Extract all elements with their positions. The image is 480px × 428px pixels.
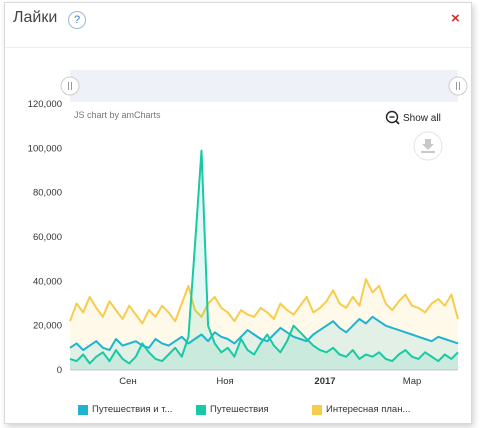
x-tick-label: Ноя xyxy=(216,376,233,387)
download-icon xyxy=(422,139,434,150)
scrollbar-handle-left[interactable] xyxy=(60,76,80,96)
zoom-out-icon[interactable] xyxy=(385,110,399,124)
scrollbar-track[interactable] xyxy=(70,70,458,102)
legend-label-3: Интересная план... xyxy=(326,404,411,415)
y-tick-label: 20,000 xyxy=(33,321,62,332)
y-tick-label: 60,000 xyxy=(33,232,62,243)
legend-swatch-3 xyxy=(312,404,322,415)
legend-swatch-2 xyxy=(196,404,206,415)
y-tick-label: 0 xyxy=(57,365,62,376)
widget-title: Лайки xyxy=(13,9,58,26)
close-icon[interactable]: × xyxy=(451,10,460,27)
show-all-button[interactable]: Show all xyxy=(403,113,441,124)
help-icon[interactable]: ? xyxy=(68,11,86,29)
header-divider xyxy=(5,47,471,48)
legend-label-1: Путешествия и т... xyxy=(92,404,173,415)
series-line-3 xyxy=(69,278,459,325)
y-tick-label: 120,000 xyxy=(28,99,62,110)
legend-item-1[interactable]: Путешествия и т... xyxy=(78,404,172,415)
series-line-2 xyxy=(69,149,459,365)
x-tick-label: Мар xyxy=(403,376,422,387)
x-tick-label: Сен xyxy=(119,376,136,387)
scrollbar-handle-right[interactable] xyxy=(448,76,468,96)
legend-item-2[interactable]: Путешествия xyxy=(196,404,269,415)
y-tick-label: 40,000 xyxy=(33,276,62,287)
legend-item-3[interactable]: Интересная план... xyxy=(312,404,410,415)
y-tick-label: 100,000 xyxy=(28,143,62,154)
legend-label-2: Путешествия xyxy=(210,404,269,415)
download-icon-base xyxy=(421,151,435,153)
y-tick-label: 80,000 xyxy=(33,188,62,199)
amcharts-credit: JS chart by amCharts xyxy=(74,110,161,120)
legend-swatch-1 xyxy=(78,404,88,415)
x-tick-label: 2017 xyxy=(314,376,335,387)
zoom-handle xyxy=(395,120,400,125)
